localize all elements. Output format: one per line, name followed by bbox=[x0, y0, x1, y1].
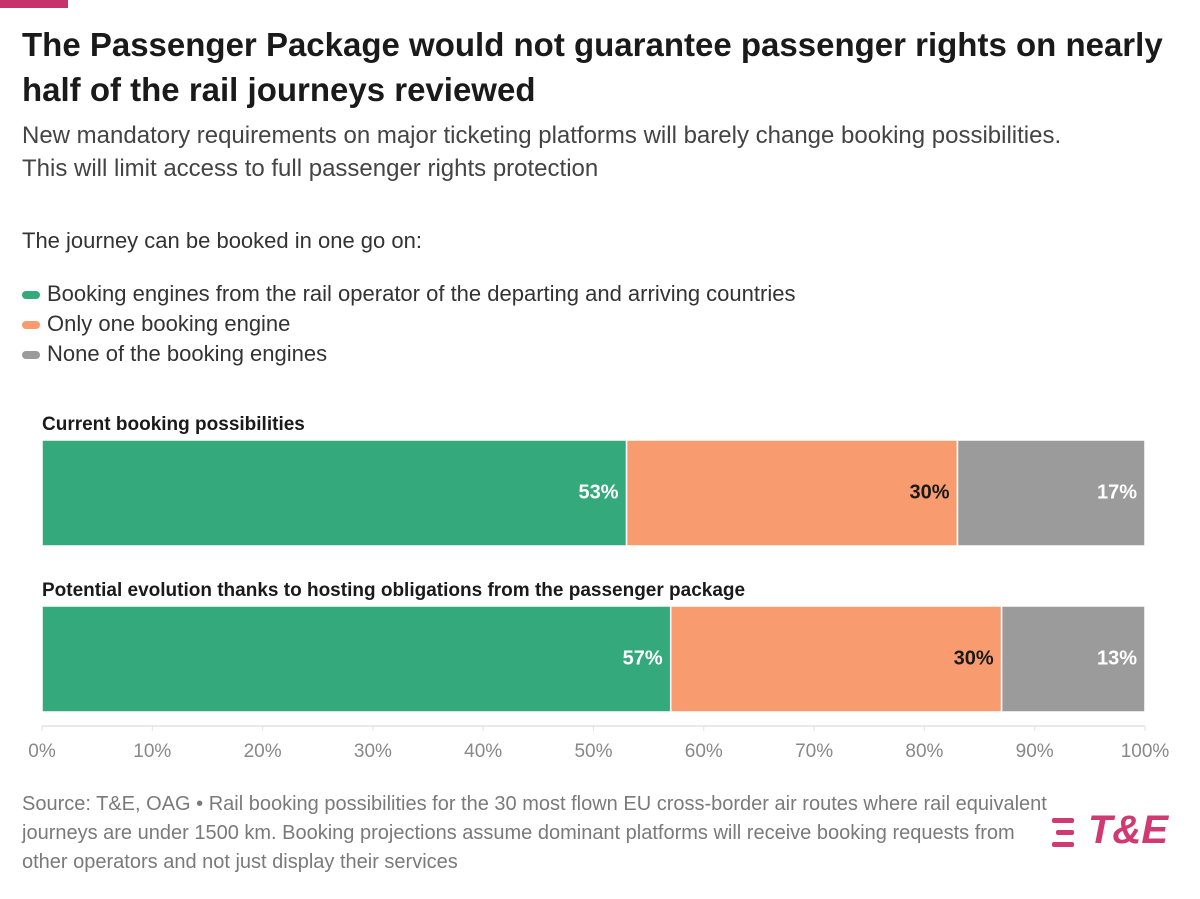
legend-label: None of the booking engines bbox=[47, 341, 327, 366]
bar-segment bbox=[625, 439, 959, 547]
chart-title: The Passenger Package would not guarante… bbox=[22, 26, 1163, 108]
legend-title: The journey can be booked in one go on: bbox=[22, 228, 422, 253]
bar-segment bbox=[956, 439, 1146, 547]
x-tick-label: 10% bbox=[133, 741, 171, 762]
legend-swatch bbox=[22, 351, 40, 359]
category-label: Current booking possibilities bbox=[42, 414, 305, 435]
source-note: Source: T&E, OAG • Rail booking possibil… bbox=[22, 793, 1047, 873]
bar-segment bbox=[41, 605, 672, 713]
value-label: 30% bbox=[909, 481, 949, 503]
value-label: 53% bbox=[579, 481, 619, 503]
x-tick-label: 0% bbox=[28, 741, 56, 762]
x-tick-label: 70% bbox=[795, 741, 833, 762]
legend-label: Booking engines from the rail operator o… bbox=[47, 281, 795, 306]
x-tick-label: 80% bbox=[905, 741, 943, 762]
chart-subtitle: New mandatory requirements on major tick… bbox=[22, 122, 1062, 182]
x-tick-label: 100% bbox=[1121, 741, 1170, 762]
bar-segment bbox=[41, 439, 628, 547]
category-label: Potential evolution thanks to hosting ob… bbox=[42, 580, 745, 601]
x-tick-label: 60% bbox=[685, 741, 723, 762]
x-tick-label: 90% bbox=[1016, 741, 1054, 762]
x-tick-label: 50% bbox=[574, 741, 612, 762]
value-label: 17% bbox=[1097, 481, 1137, 503]
x-tick-label: 40% bbox=[464, 741, 502, 762]
value-label: 13% bbox=[1097, 647, 1137, 669]
legend-label: Only one booking engine bbox=[47, 311, 290, 336]
bar-segment bbox=[669, 605, 1003, 713]
x-tick-label: 30% bbox=[354, 741, 392, 762]
legend-swatch bbox=[22, 321, 40, 329]
legend-swatch bbox=[22, 291, 40, 299]
logo: T&E bbox=[1088, 808, 1168, 852]
bar-segment bbox=[1000, 605, 1146, 713]
x-tick-label: 20% bbox=[244, 741, 282, 762]
logo-icon bbox=[1052, 818, 1074, 847]
value-label: 30% bbox=[954, 647, 994, 669]
top-accent bbox=[0, 0, 68, 8]
value-label: 57% bbox=[623, 647, 663, 669]
